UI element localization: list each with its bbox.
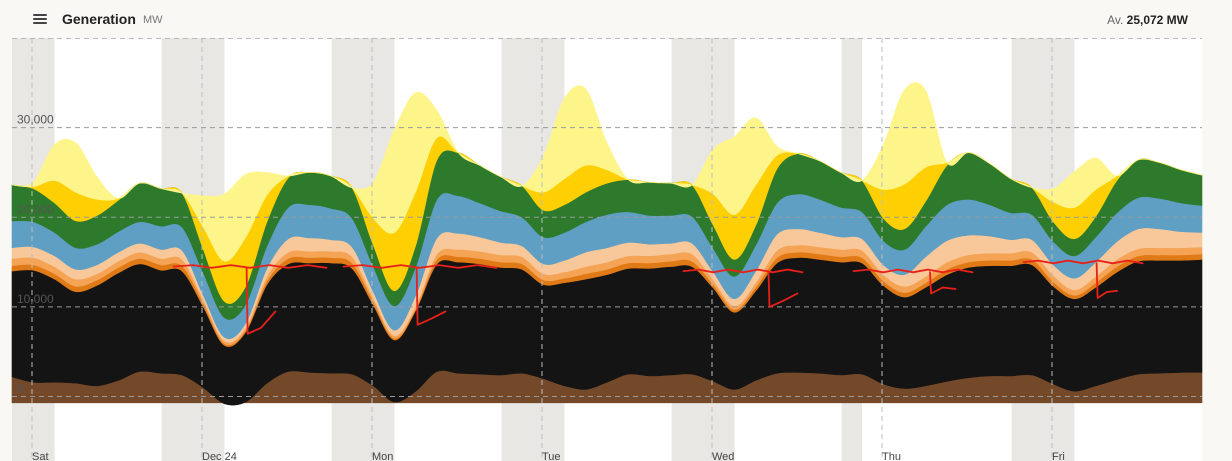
menu-icon[interactable] — [33, 13, 47, 25]
average-value: 25,072 MW — [1126, 13, 1188, 27]
grid-lines — [12, 38, 1202, 461]
annotation-drop-4 — [1095, 262, 1118, 299]
average-readout: Av. 25,072 MW — [1107, 13, 1188, 27]
average-label: Av. — [1107, 13, 1124, 27]
y-axis-ticks: 0 10,000 20,000 30,000 — [17, 113, 54, 396]
annotation-line-2 — [682, 268, 804, 274]
annotation-drop-0 — [245, 266, 277, 335]
annotation-drop-1 — [415, 266, 447, 326]
annotation-line-0 — [172, 264, 328, 269]
generation-chart-svg[interactable]: 0 10,000 20,000 30,000 Sat Dec 24 Mon Tue Wed Th… — [0, 38, 1232, 461]
generation-chart[interactable]: 0 10,000 20,000 30,000 Sat Dec 24 Mon Tue Wed Th… — [0, 38, 1232, 461]
chart-title: Generation — [62, 11, 136, 27]
x-tick-label-3: Tue — [542, 451, 561, 461]
y-tick-label-1: 10,000 — [17, 292, 54, 306]
y-tick-label-2: 20,000 — [17, 202, 54, 216]
x-tick-label-6: Fri — [1052, 451, 1065, 461]
chart-unit: MW — [143, 14, 163, 26]
x-tick-label-4: Wed — [712, 451, 734, 461]
annotation-drop-3 — [929, 271, 957, 295]
y-tick-label-3: 30,000 — [17, 113, 54, 127]
annotation-drop-2 — [767, 271, 799, 308]
x-axis-ticks: Sat Dec 24 Mon Tue Wed Thu Fri — [32, 451, 1065, 461]
x-tick-label-0: Sat — [32, 451, 49, 461]
y-tick-label-0: 0 — [17, 382, 24, 396]
x-tick-label-5: Thu — [882, 451, 901, 461]
annotation-line-1 — [342, 264, 498, 269]
hand-drawn-annotations — [172, 259, 1144, 335]
x-tick-label-2: Mon — [372, 451, 393, 461]
annotation-line-3 — [852, 268, 974, 274]
x-tick-label-1: Dec 24 — [202, 451, 237, 461]
chart-header: Generation MW Av. 25,072 MW — [0, 0, 1232, 38]
annotation-line-4 — [1022, 259, 1144, 265]
